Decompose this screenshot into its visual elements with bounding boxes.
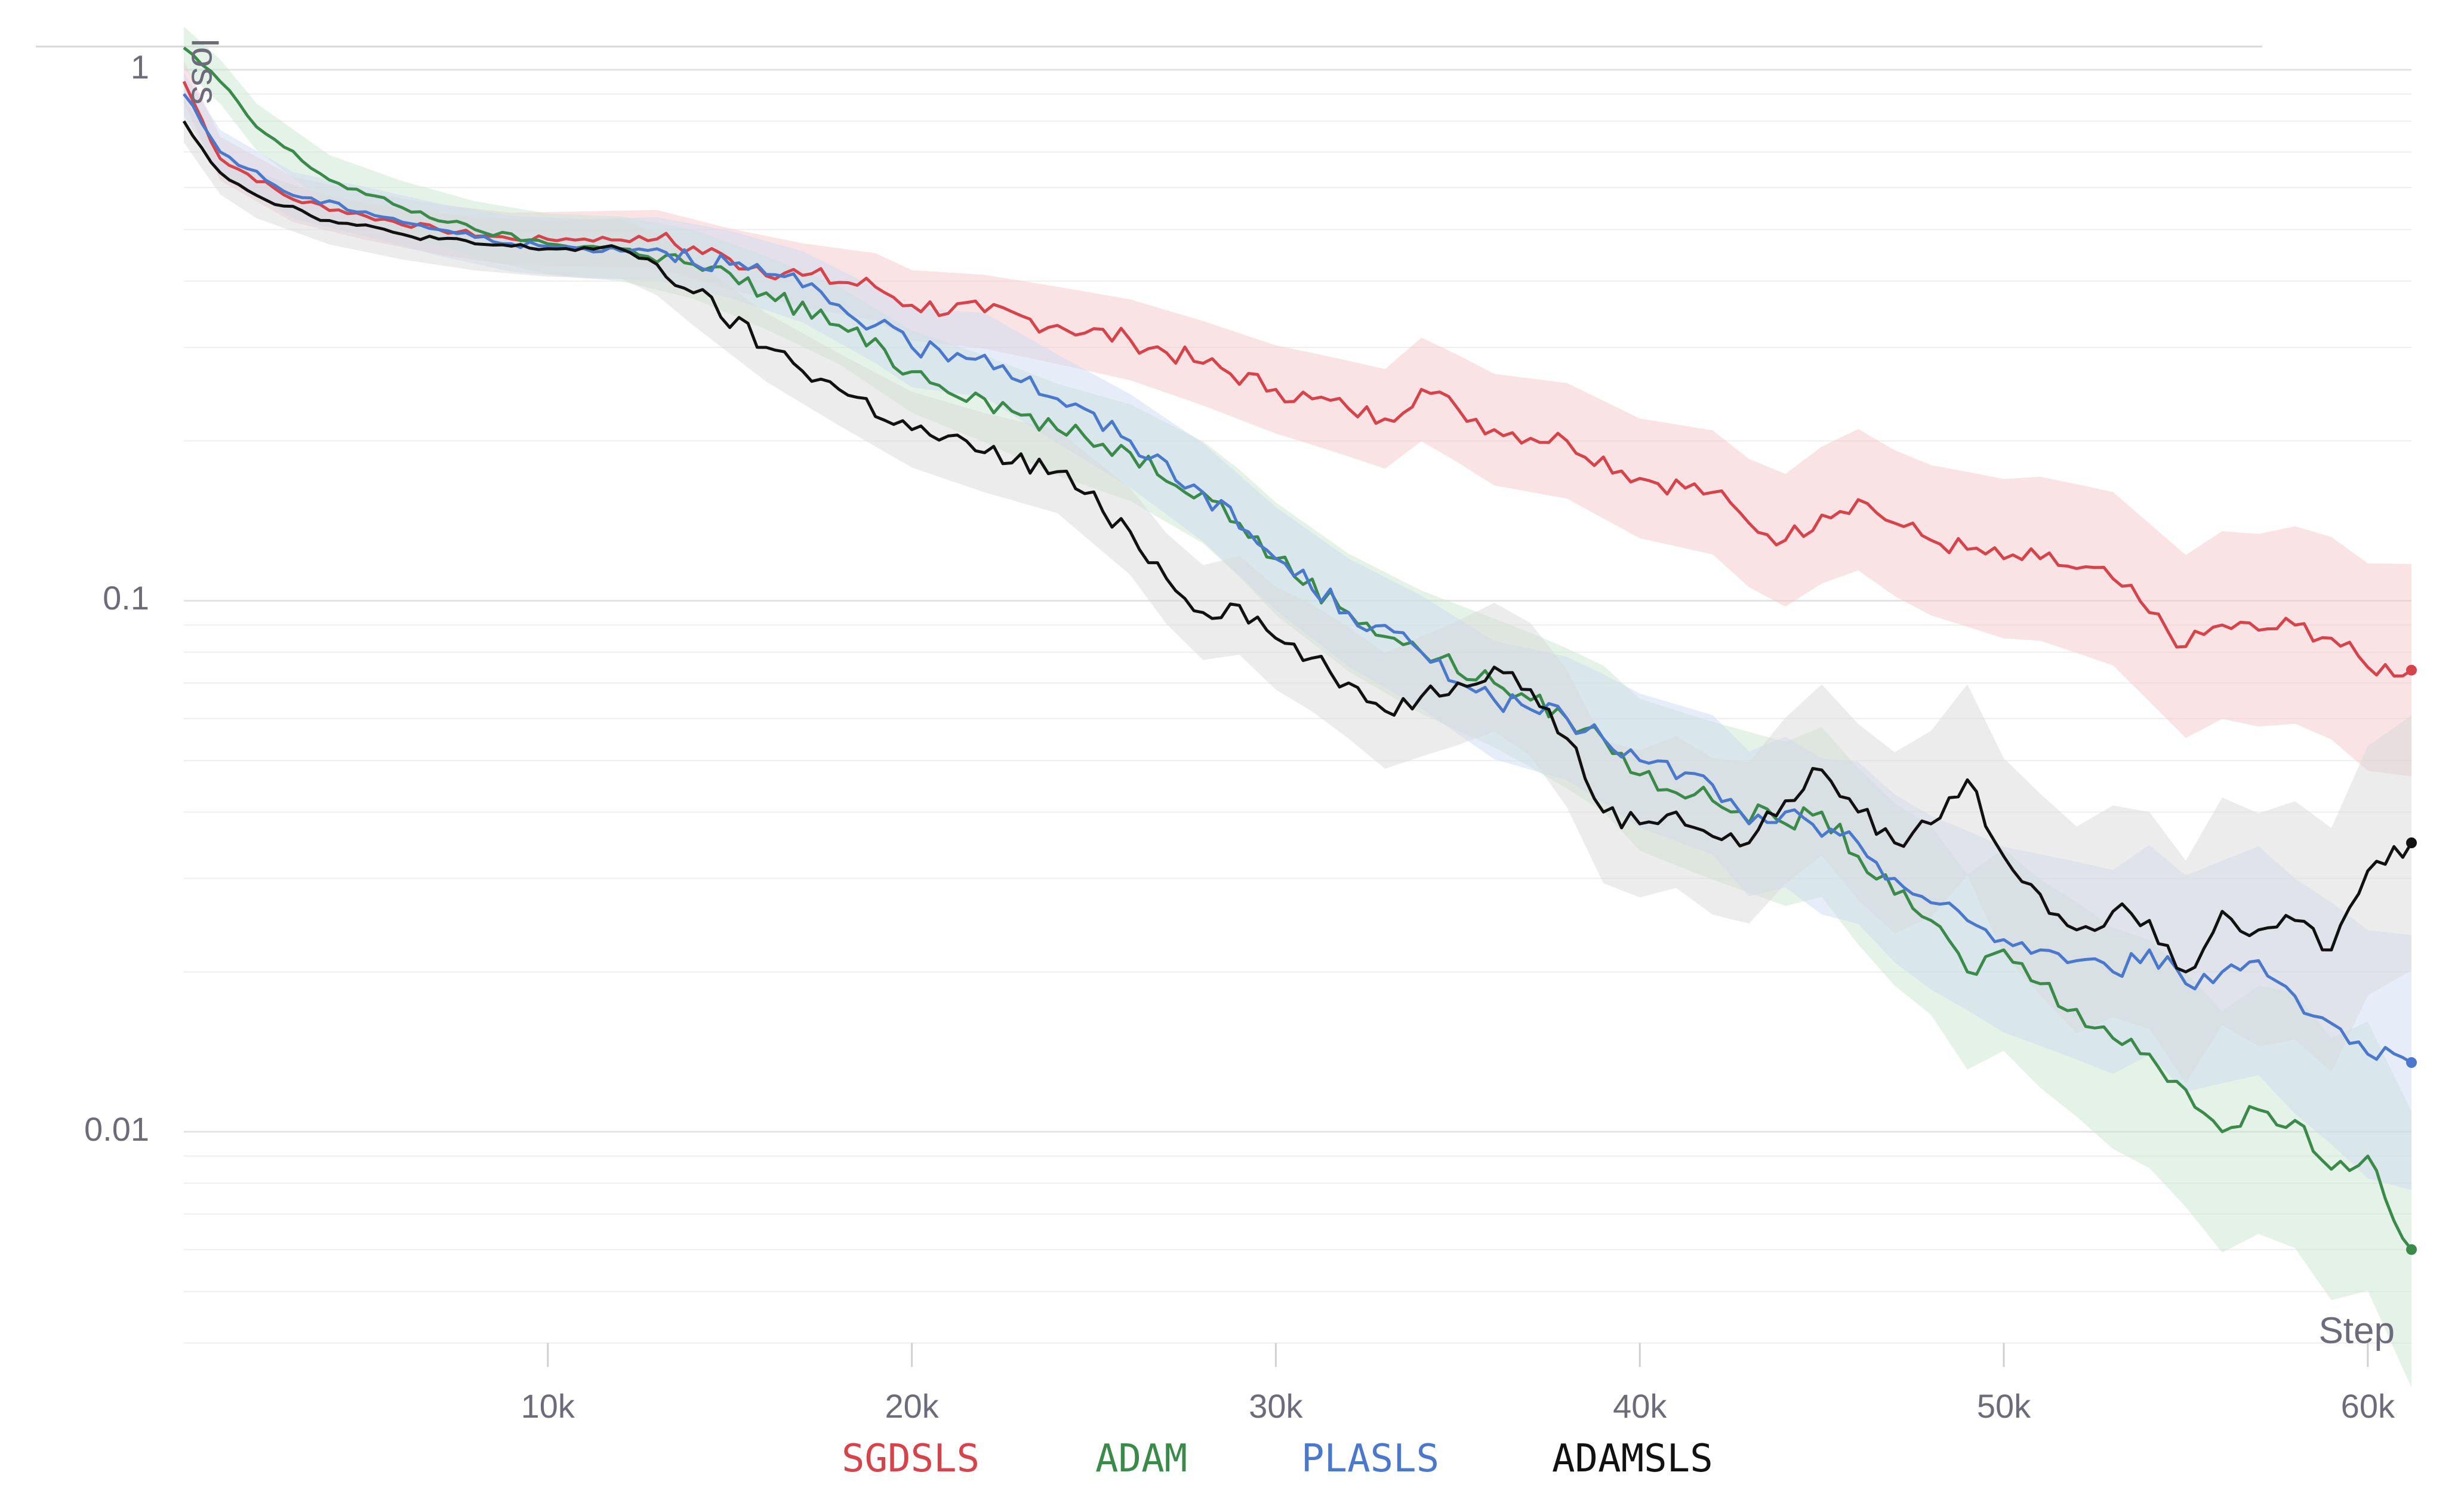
y-tick-label: 0.1 bbox=[103, 579, 149, 617]
x-tick-label: 20k bbox=[885, 1387, 939, 1425]
band-plasls bbox=[184, 72, 2411, 1190]
x-tick-label: 30k bbox=[1249, 1387, 1303, 1425]
x-tick-label: 50k bbox=[1977, 1387, 2031, 1425]
legend-item-adam: ADAM bbox=[1095, 1437, 1187, 1481]
x-axis-ticks: 10k 20k 30k 40k 50k 60k bbox=[521, 1343, 2395, 1425]
end-marker-adam bbox=[2406, 1244, 2417, 1255]
legend: SGDSLS ADAM PLASLS ADAMSLS bbox=[842, 1437, 1713, 1481]
y-axis-title: loss bbox=[184, 39, 225, 104]
end-marker-sgdsls bbox=[2406, 664, 2417, 676]
series-end-markers bbox=[2406, 664, 2417, 1255]
x-tick-label: 40k bbox=[1613, 1387, 1667, 1425]
x-tick-label: 10k bbox=[521, 1387, 575, 1425]
line-adam bbox=[183, 47, 2413, 1251]
line-adamsls bbox=[182, 120, 2413, 974]
y-axis-ticks: 1 0.1 0.01 bbox=[84, 48, 149, 1148]
x-axis-title: Step bbox=[2318, 1310, 2395, 1351]
line-sgdsls bbox=[182, 81, 2413, 677]
series-lines bbox=[182, 47, 2413, 1251]
legend-item-sgdsls: SGDSLS bbox=[842, 1437, 980, 1481]
end-marker-plasls bbox=[2406, 1057, 2417, 1068]
legend-item-adamsls: ADAMSLS bbox=[1552, 1437, 1713, 1481]
x-tick-label: 60k bbox=[2341, 1387, 2395, 1425]
end-marker-adamsls bbox=[2406, 837, 2417, 849]
legend-item-plasls: PLASLS bbox=[1301, 1437, 1439, 1481]
line-plasls bbox=[183, 93, 2413, 1064]
y-tick-label: 0.01 bbox=[84, 1110, 149, 1148]
y-tick-label: 1 bbox=[131, 48, 149, 86]
